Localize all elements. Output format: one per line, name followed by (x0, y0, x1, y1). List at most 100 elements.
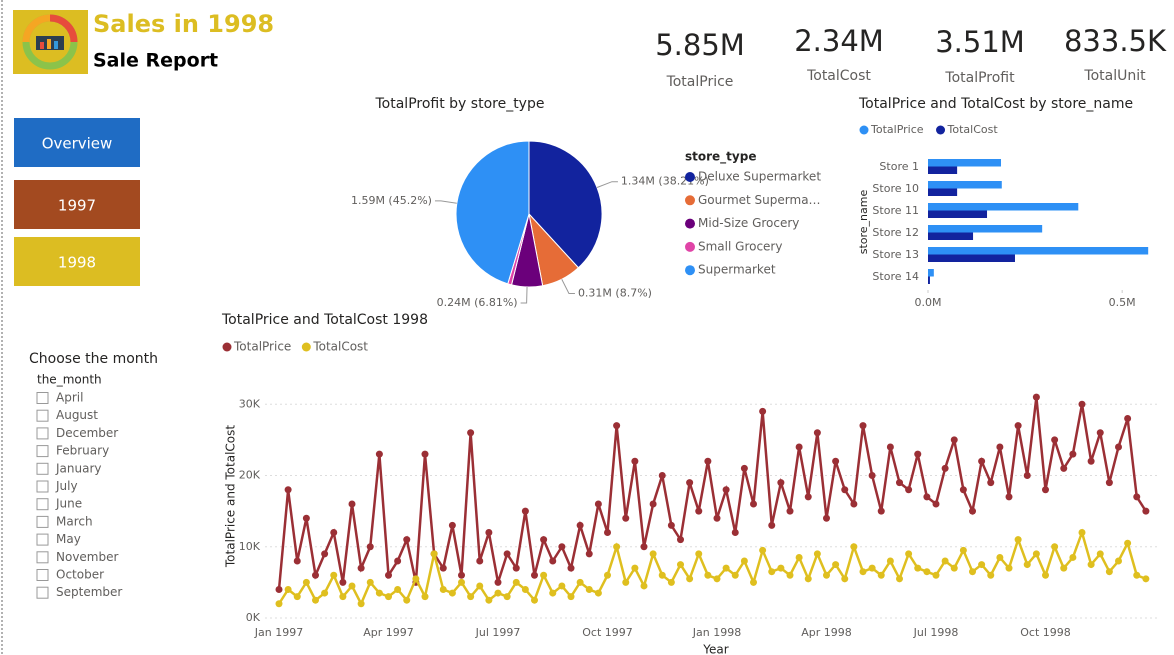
data-point (375, 589, 383, 597)
checkbox[interactable] (36, 409, 49, 422)
pie-data-label: 0.31M (8.7%) (578, 287, 652, 300)
checkbox[interactable] (36, 480, 49, 493)
data-point (430, 550, 438, 558)
slicer-item[interactable]: August (56, 408, 98, 422)
data-point (722, 564, 730, 572)
checkbox[interactable] (36, 551, 49, 564)
data-point (932, 571, 940, 579)
data-point (731, 571, 739, 579)
slicer-item[interactable]: March (56, 514, 93, 528)
x-tick-label: Apr 1997 (363, 626, 414, 639)
checkbox[interactable] (36, 515, 49, 528)
data-point (959, 546, 967, 554)
checkbox[interactable] (36, 586, 49, 599)
data-point (357, 564, 365, 572)
slicer-item[interactable]: December (56, 426, 118, 440)
checkbox[interactable] (36, 569, 49, 581)
checkbox[interactable] (36, 533, 49, 546)
data-point (293, 557, 301, 565)
nav-button[interactable] (14, 180, 140, 229)
checkbox[interactable] (36, 427, 49, 440)
data-point (841, 486, 849, 494)
bar (928, 225, 1043, 233)
legend-marker (222, 342, 232, 352)
kpi-label: TotalProfit (944, 70, 1015, 86)
slicer-item[interactable]: November (56, 550, 118, 564)
data-point (777, 479, 785, 487)
data-point (850, 500, 858, 508)
y-tick-label: Store 10 (872, 182, 919, 195)
data-point (576, 578, 584, 586)
data-point (321, 550, 329, 558)
bar (928, 254, 1015, 262)
slicer-item[interactable]: May (56, 532, 81, 546)
data-point (1014, 422, 1022, 430)
data-point (640, 543, 648, 551)
legend-label: Mid-Size Grocery (698, 216, 799, 230)
data-point (768, 568, 776, 576)
data-point (485, 529, 493, 536)
data-point (740, 464, 748, 472)
data-point (704, 571, 712, 579)
bar (928, 166, 958, 174)
nav-button[interactable] (14, 118, 140, 167)
data-point (366, 543, 374, 551)
data-point (467, 593, 475, 601)
data-point (394, 586, 402, 593)
slicer-item[interactable]: October (56, 568, 104, 582)
data-point (1060, 564, 1068, 572)
data-point (1069, 553, 1077, 561)
data-point (521, 507, 529, 515)
data-point (667, 521, 675, 529)
data-point (1060, 464, 1068, 472)
data-point (503, 550, 511, 558)
data-point (549, 557, 557, 565)
slicer-item[interactable]: September (56, 585, 122, 599)
data-point (631, 457, 639, 465)
data-point (302, 514, 310, 522)
slicer-item[interactable]: June (55, 497, 82, 511)
logo (13, 10, 88, 74)
bar (928, 232, 974, 240)
nav-button-label[interactable]: 1997 (58, 197, 96, 215)
checkbox[interactable] (36, 445, 49, 458)
data-point (1023, 472, 1031, 479)
data-point (649, 500, 657, 508)
x-tick-label: Apr 1998 (801, 626, 852, 639)
data-point (905, 486, 913, 494)
legend-label: TotalPrice (870, 123, 924, 136)
data-point (312, 596, 319, 604)
data-point (750, 500, 757, 508)
legend-marker (936, 125, 946, 135)
data-point (640, 582, 648, 590)
checkbox[interactable] (36, 498, 49, 511)
slicer-title: Choose the month (29, 351, 158, 367)
data-point (476, 557, 484, 565)
data-point (312, 571, 319, 579)
nav-button[interactable] (14, 237, 140, 286)
leader-line (520, 286, 528, 304)
checkbox[interactable] (36, 392, 49, 404)
data-point (941, 464, 949, 472)
slicer-item[interactable]: February (56, 444, 109, 458)
checkbox[interactable] (36, 462, 49, 475)
data-point (622, 514, 630, 522)
slicer-item[interactable]: July (55, 479, 78, 493)
data-point (722, 486, 730, 494)
legend-label: Deluxe Supermarket (698, 170, 821, 184)
data-point (695, 507, 703, 515)
bar (928, 269, 934, 277)
data-point (540, 536, 548, 544)
kpi-value: 833.5K (1064, 24, 1167, 58)
nav-button-label[interactable]: 1998 (58, 254, 96, 272)
data-point (385, 571, 392, 579)
data-point (348, 582, 356, 590)
leader-line (561, 279, 575, 295)
slicer-item[interactable]: April (56, 391, 83, 405)
nav-button-label[interactable]: Overview (42, 135, 113, 153)
data-point (1096, 429, 1104, 437)
slicer-item[interactable]: January (55, 461, 102, 475)
data-point (567, 593, 575, 601)
data-point (667, 578, 675, 586)
data-point (421, 593, 429, 601)
